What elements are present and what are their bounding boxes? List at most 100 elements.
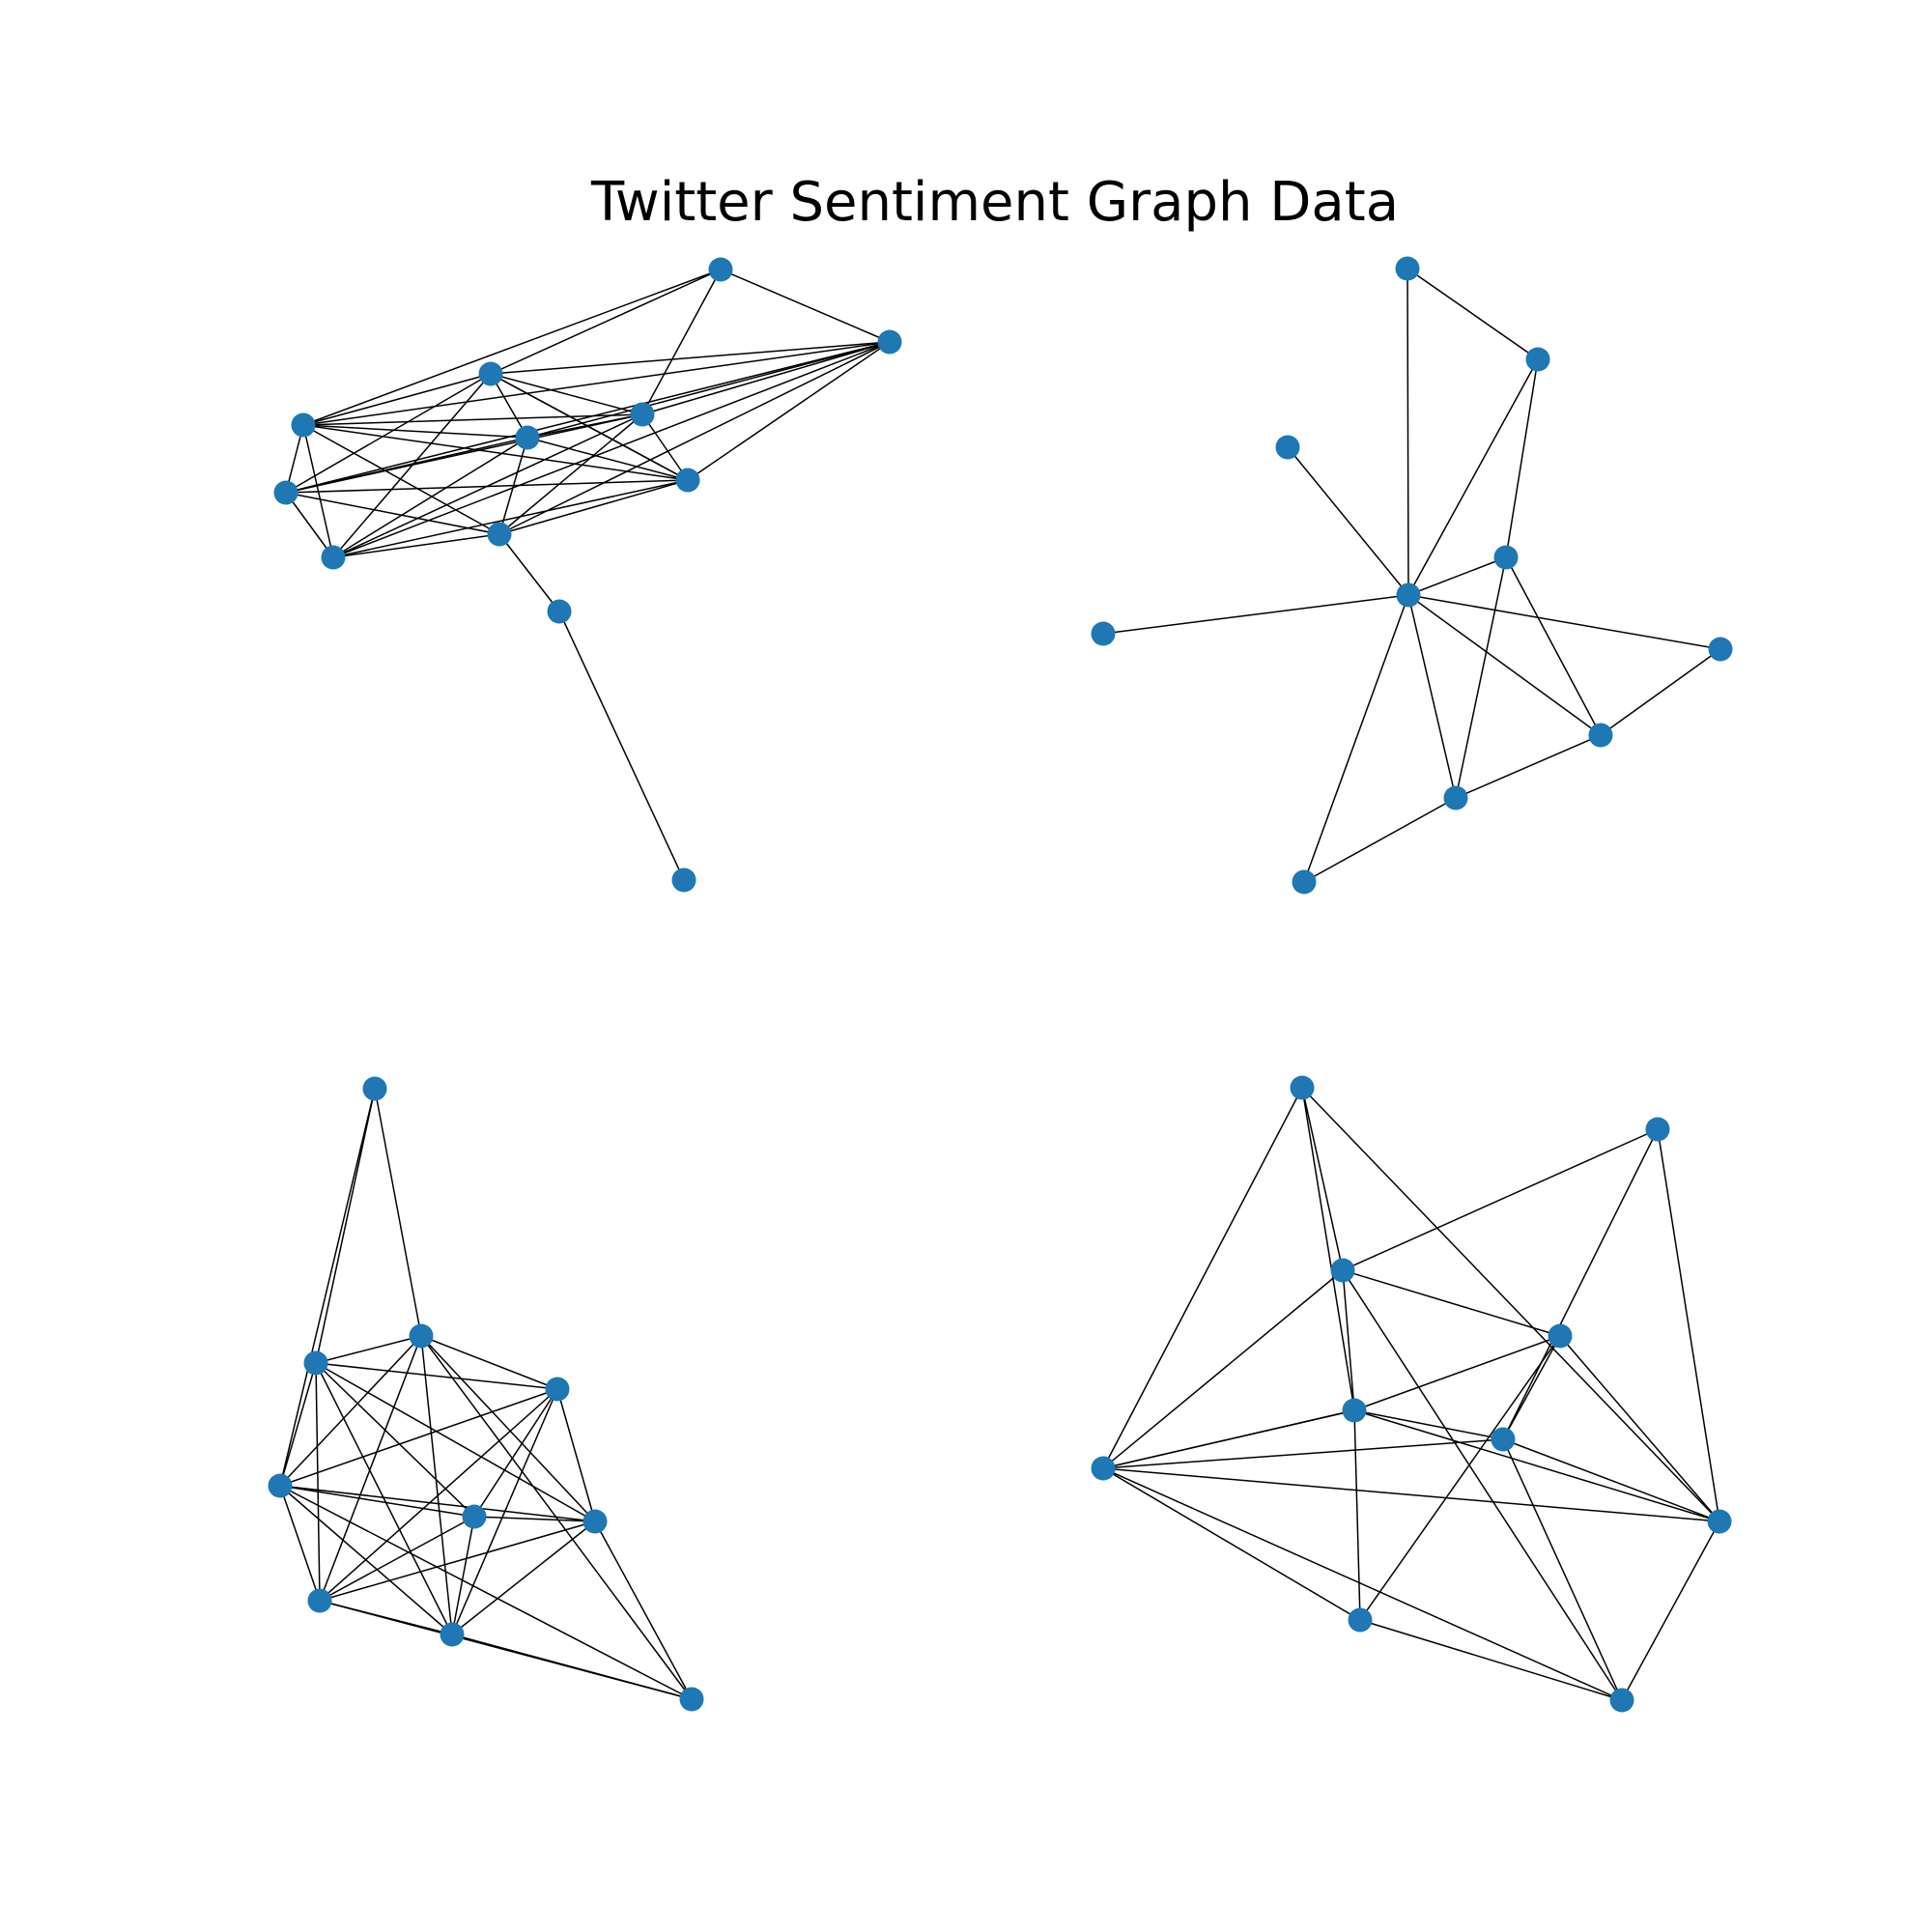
graph-bottom-left [268,1076,704,1712]
edge-4-8 [556,1388,596,1522]
edge-1-7 [285,341,891,494]
edge-2-5 [490,373,528,439]
edge-2-7 [285,373,492,494]
edge-0-2 [374,1088,422,1337]
edge-1-4 [1505,358,1539,558]
edge-3-6 [279,1485,321,1602]
edge-1-5 [1502,1128,1659,1440]
edge-2-3 [1342,1269,1561,1337]
edge-7-9 [1621,1520,1720,1701]
edge-0-3 [279,1088,376,1487]
edge-3-4 [1353,1335,1561,1411]
edge-2-3 [302,373,492,426]
edge-1-5 [526,341,891,439]
edge-4-5 [1353,1409,1504,1440]
edge-4-8 [1455,556,1507,799]
edge-0-1 [720,269,891,343]
edge-6-4 [641,413,689,481]
edge-5-8 [1407,594,1457,799]
node-0 [362,1076,387,1101]
edge-4-8 [1353,1409,1361,1621]
graph-top-left [273,257,902,893]
edge-0-2 [490,269,722,375]
node-6 [307,1588,332,1613]
edge-5-9 [1502,1438,1623,1701]
edge-1-3 [279,1362,317,1487]
edge-2-4 [490,373,643,415]
edge-4-9 [498,413,643,535]
node-0 [708,257,733,282]
edge-7-8 [1455,734,1602,799]
node-4 [1493,545,1519,570]
edge-5-7 [1407,594,1602,736]
edge-0-4 [1301,1087,1355,1411]
node-0 [1290,1075,1315,1100]
edge-3-5 [1102,594,1409,635]
edge-4-7 [285,413,643,494]
edge-0-1 [315,1088,376,1364]
edge-2-8 [420,1335,596,1522]
node-4 [630,402,655,427]
edge-0-6 [1102,1087,1303,1469]
edge-6-8 [332,479,689,558]
edge-4-5 [473,1388,558,1518]
edge-1-9 [498,341,891,535]
node-3 [1091,621,1116,646]
edge-5-6 [1102,1438,1504,1469]
edge-1-3 [302,341,891,426]
edge-8-9 [594,1520,693,1700]
edge-0-7 [1301,1087,1720,1522]
edge-6-4 [1102,1409,1355,1469]
edge-5-6 [1407,594,1721,650]
edge-5-6 [526,437,689,481]
node-3 [268,1473,293,1498]
edge-5-3 [302,424,528,439]
edge-1-2 [490,341,891,375]
edge-0-2 [1301,1087,1344,1271]
edge-4-8 [332,413,643,558]
edge-3-8 [302,424,334,558]
edge-5-7 [1502,1438,1720,1522]
node-1 [1525,347,1550,372]
edge-3-7 [1559,1335,1720,1522]
edge-1-5 [1407,358,1539,596]
edge-6-9 [1102,1467,1623,1701]
node-8 [1443,785,1468,810]
edge-1-5 [315,1362,475,1518]
edge-3-5 [279,1485,475,1518]
node-2 [1275,435,1300,460]
graph-top-right [1091,256,1733,895]
edge-5-7 [451,1516,475,1635]
edge-0-3 [302,269,722,426]
edge-2-6 [319,1335,422,1602]
node-1 [877,329,902,355]
edge-1-8 [315,1362,596,1522]
node-5 [1491,1427,1516,1452]
edge-6-9 [498,479,689,535]
edge-1-6 [687,341,891,481]
edge-6-8 [319,1520,596,1602]
graph-bottom-right [1091,1075,1732,1713]
edge-4-6 [319,1388,558,1602]
figure-title: Twitter Sentiment Graph Data [590,171,1400,234]
node-3 [1548,1323,1573,1349]
node-9 [487,522,512,547]
edge-2-4 [420,1335,558,1390]
edge-6-3 [302,424,689,481]
node-11 [671,867,696,893]
edge-7-8 [451,1520,596,1635]
node-9 [1292,869,1317,895]
edge-7-9 [285,492,500,535]
edge-0-4 [641,269,722,415]
node-7 [440,1622,465,1647]
edge-0-5 [1406,268,1409,596]
edge-9-10 [498,533,560,612]
edge-2-6 [1102,1269,1344,1469]
node-9 [679,1687,704,1712]
edge-4-3 [302,413,643,426]
edge-2-5 [1287,446,1409,596]
node-5 [1396,582,1421,608]
edge-5-8 [332,437,528,558]
edge-1-4 [641,341,891,415]
edge-3-9 [302,424,500,535]
